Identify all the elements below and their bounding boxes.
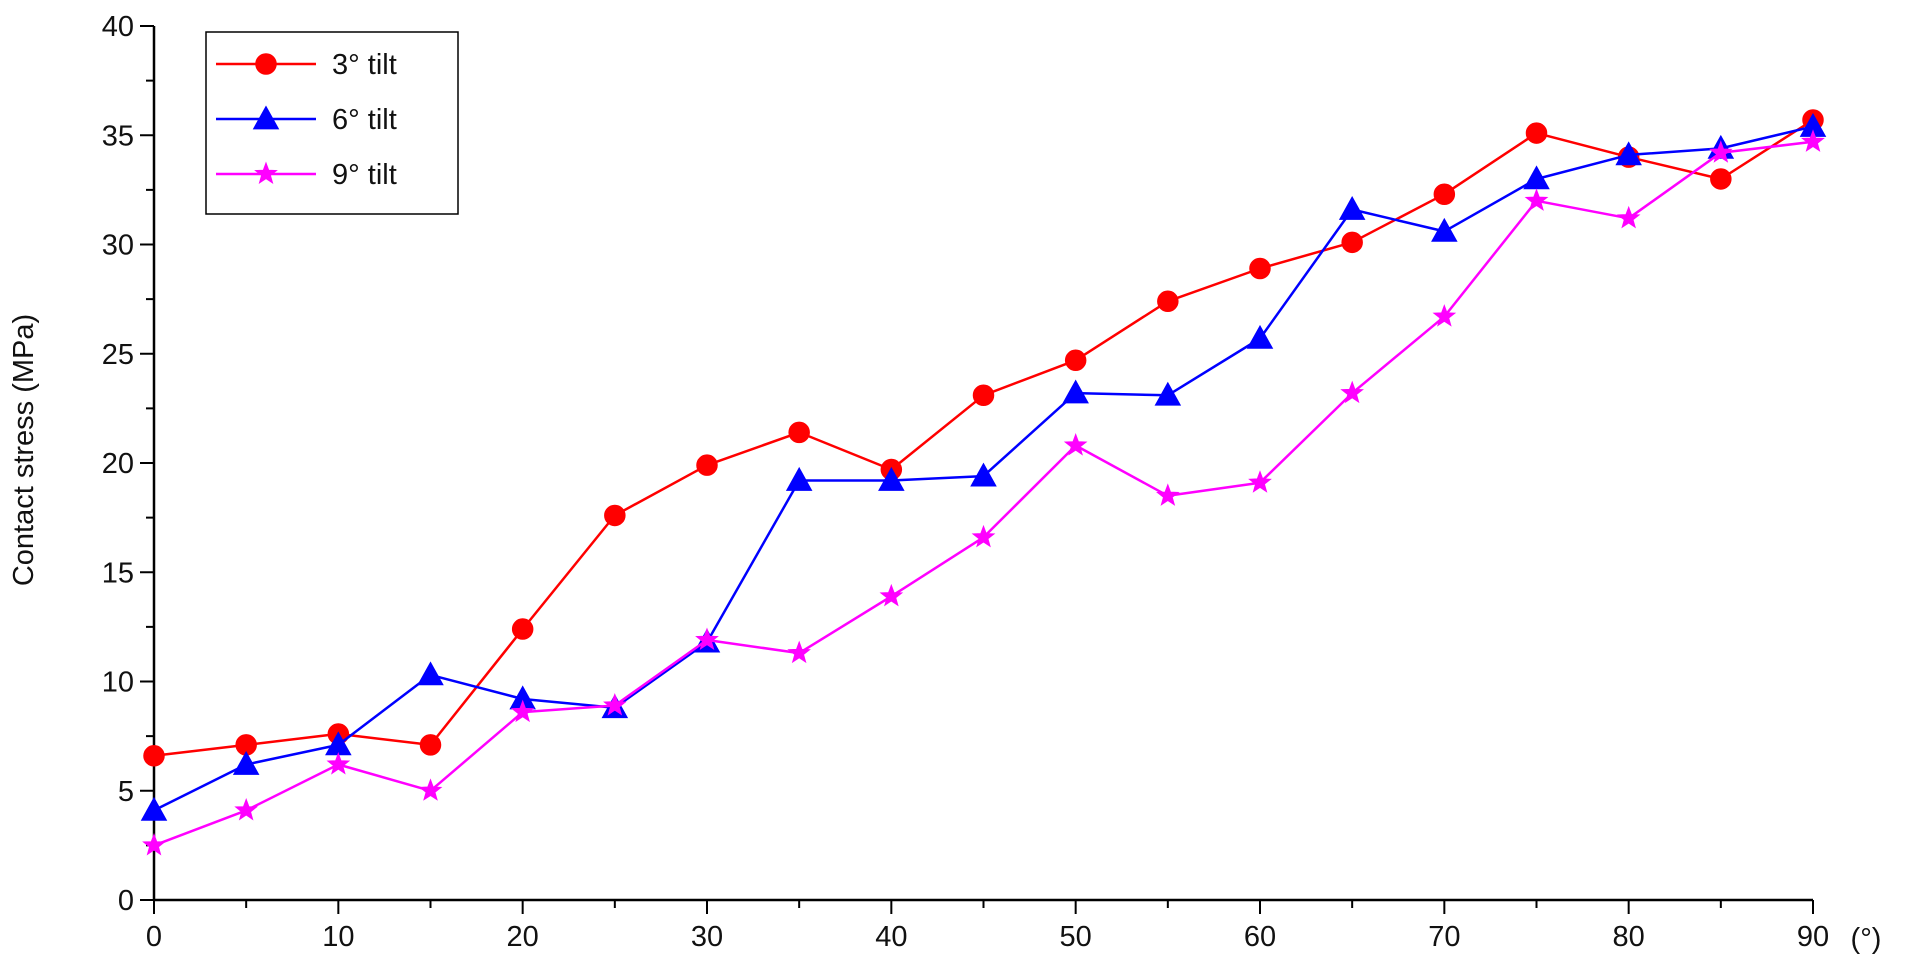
y-tick-label: 0 bbox=[118, 885, 134, 917]
y-tick-label: 5 bbox=[118, 776, 134, 808]
x-tick-label: 60 bbox=[1244, 921, 1276, 953]
legend-swatch-marker bbox=[254, 161, 278, 185]
data-point bbox=[143, 745, 165, 767]
data-point bbox=[1432, 304, 1457, 327]
data-point bbox=[971, 524, 996, 548]
series-2 bbox=[140, 112, 1827, 821]
legend: 3° tilt 6° tilt 9° tilt bbox=[205, 31, 459, 215]
data-point bbox=[142, 832, 166, 856]
data-point bbox=[879, 583, 904, 607]
data-point bbox=[696, 454, 718, 476]
data-point bbox=[970, 462, 997, 487]
data-point bbox=[511, 618, 534, 640]
data-point bbox=[1524, 188, 1549, 211]
data-point bbox=[1525, 122, 1548, 144]
data-point bbox=[1249, 257, 1271, 280]
series-3 bbox=[142, 129, 1825, 856]
legend-swatch-marker bbox=[255, 53, 277, 75]
data-point bbox=[1154, 381, 1182, 406]
legend-label: 6° tilt bbox=[332, 104, 397, 136]
data-point bbox=[1248, 470, 1272, 493]
data-point bbox=[878, 466, 905, 491]
data-point bbox=[695, 627, 719, 651]
data-point bbox=[1709, 140, 1733, 163]
data-point bbox=[1064, 349, 1087, 372]
data-point bbox=[1431, 217, 1458, 242]
data-point bbox=[1063, 433, 1088, 456]
x-tick-label: 80 bbox=[1613, 921, 1645, 953]
data-point bbox=[1710, 168, 1732, 190]
x-tick-label: 30 bbox=[691, 921, 723, 953]
series-line bbox=[153, 140, 1814, 847]
data-point bbox=[418, 778, 443, 801]
data-point bbox=[1340, 380, 1364, 404]
data-point bbox=[1062, 379, 1089, 404]
x-tick-label: 70 bbox=[1428, 921, 1460, 953]
legend-swatch-marker bbox=[252, 105, 280, 130]
data-point bbox=[232, 750, 260, 775]
data-point bbox=[1801, 129, 1825, 152]
data-point bbox=[510, 699, 535, 723]
y-tick-label: 25 bbox=[102, 339, 134, 371]
y-tick-label: 10 bbox=[102, 667, 134, 699]
data-point bbox=[417, 661, 444, 686]
data-point bbox=[419, 734, 442, 756]
y-tick-label: 20 bbox=[102, 448, 134, 480]
x-tick-label: 40 bbox=[875, 921, 907, 953]
data-point bbox=[1616, 205, 1641, 229]
data-point bbox=[1246, 324, 1274, 349]
y-tick-label: 30 bbox=[102, 230, 134, 262]
y-tick-label: 15 bbox=[102, 557, 134, 589]
legend-box bbox=[205, 31, 459, 215]
data-point bbox=[785, 466, 813, 491]
legend-item: 6° tilt bbox=[216, 104, 397, 136]
x-tick-label: 90 bbox=[1797, 921, 1829, 953]
x-axis-unit-label: (°) bbox=[1851, 923, 1882, 955]
data-point bbox=[787, 640, 811, 664]
x-tick-label: 20 bbox=[507, 921, 539, 953]
y-tick-label: 40 bbox=[102, 11, 134, 43]
x-tick-label: 10 bbox=[322, 921, 354, 953]
data-point bbox=[1156, 483, 1180, 506]
data-point bbox=[788, 421, 810, 444]
y-axis-title: Contact stress (MPa) bbox=[8, 314, 40, 586]
data-point bbox=[140, 796, 168, 821]
data-point bbox=[1157, 290, 1179, 313]
data-point bbox=[972, 384, 995, 407]
axes: 0 5 10 15 20 25 30 35 40 0 10 20 30 40 50 60 70 80 90 bbox=[102, 11, 1829, 953]
legend-label: 3° tilt bbox=[332, 49, 397, 81]
plot-area bbox=[140, 109, 1827, 856]
x-tick-label: 0 bbox=[146, 921, 162, 953]
x-tick-label: 50 bbox=[1060, 921, 1092, 953]
data-point bbox=[1615, 141, 1642, 166]
legend-item: 3° tilt bbox=[216, 49, 397, 81]
data-point bbox=[603, 693, 627, 716]
legend-label: 9° tilt bbox=[332, 159, 397, 191]
data-point bbox=[1341, 231, 1363, 254]
data-point bbox=[1338, 195, 1366, 220]
y-tick-label: 35 bbox=[102, 120, 134, 152]
legend-item: 9° tilt bbox=[216, 159, 397, 191]
data-point bbox=[604, 504, 626, 527]
data-point bbox=[326, 752, 351, 775]
series-line bbox=[153, 118, 1814, 758]
data-point bbox=[1433, 183, 1456, 205]
data-point bbox=[234, 797, 258, 821]
